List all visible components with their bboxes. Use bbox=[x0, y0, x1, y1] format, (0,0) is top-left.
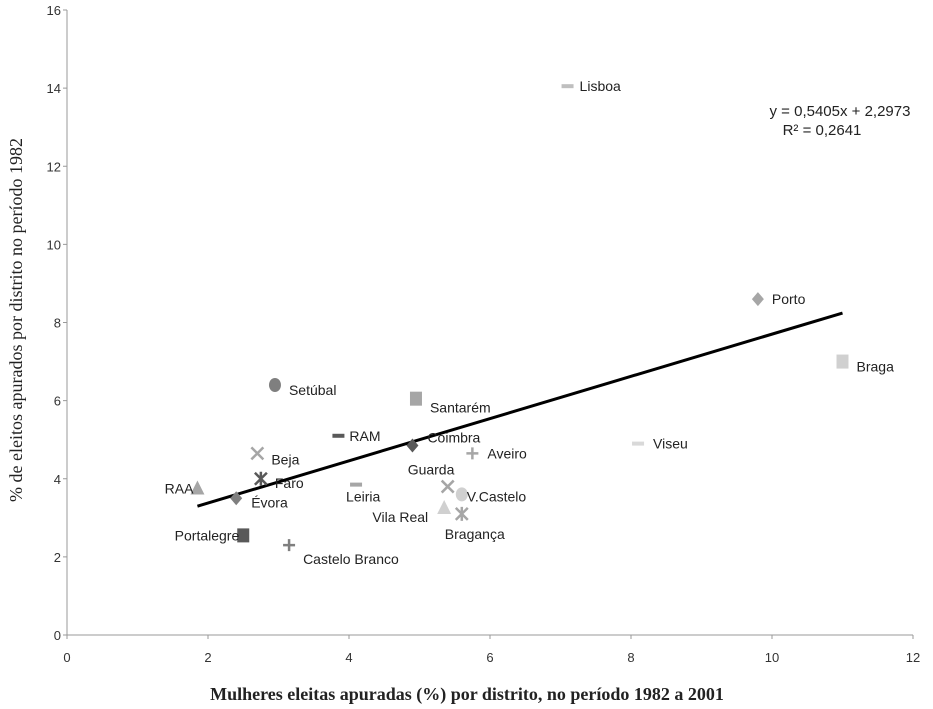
data-points bbox=[190, 84, 849, 552]
point-label: Bragança bbox=[445, 526, 505, 542]
point-label: Vila Real bbox=[372, 509, 428, 525]
y-tick-label: 8 bbox=[54, 316, 61, 331]
point-label: Portalegre bbox=[175, 527, 240, 543]
y-tick-label: 12 bbox=[47, 159, 61, 174]
point-label: Santarém bbox=[430, 400, 491, 416]
point-labels: Lisboa Porto Braga Setúbal Santarém RAM Coimbr… bbox=[165, 78, 894, 567]
y-tick-label: 4 bbox=[54, 472, 61, 487]
point-label: Porto bbox=[772, 291, 806, 307]
point-label: Beja bbox=[271, 451, 299, 467]
x-tick-label: 4 bbox=[345, 650, 352, 665]
point-label: Lisboa bbox=[580, 78, 621, 94]
y-tick-label: 10 bbox=[47, 237, 61, 252]
point-label: Guarda bbox=[408, 462, 455, 478]
point-label: Braga bbox=[857, 359, 895, 375]
marker-x bbox=[440, 479, 455, 494]
marker-diamond bbox=[406, 438, 419, 453]
marker-plus bbox=[283, 539, 296, 552]
marker-square bbox=[237, 528, 250, 543]
point-label: Faro bbox=[275, 475, 304, 491]
y-tick-label: 0 bbox=[54, 628, 61, 643]
marker-plus bbox=[466, 447, 479, 460]
point-label: RAA bbox=[165, 481, 194, 497]
marker-square bbox=[409, 391, 422, 406]
point-label: Aveiro bbox=[487, 445, 527, 461]
x-tick-label: 12 bbox=[906, 650, 920, 665]
x-tick-label: 8 bbox=[627, 650, 634, 665]
marker-star bbox=[454, 506, 469, 521]
x-tick-label: 10 bbox=[765, 650, 779, 665]
marker-triangle bbox=[437, 500, 452, 515]
marker-dash bbox=[632, 441, 645, 446]
marker-dash bbox=[332, 433, 345, 438]
marker-triangle bbox=[190, 480, 205, 495]
marker-square bbox=[836, 354, 849, 369]
point-label: Castelo Branco bbox=[303, 551, 399, 567]
x-axis-title: Mulheres eleitas apuradas (%) por distri… bbox=[210, 684, 724, 705]
y-tick-label: 14 bbox=[47, 81, 61, 96]
y-tick-label: 2 bbox=[54, 550, 61, 565]
marker-circle bbox=[455, 487, 468, 502]
trendline-equation: y = 0,5405x + 2,2973 bbox=[770, 103, 911, 120]
x-tick-label: 2 bbox=[204, 650, 211, 665]
marker-diamond bbox=[230, 491, 243, 506]
point-label: Coimbra bbox=[427, 430, 480, 446]
x-tick-label: 6 bbox=[486, 650, 493, 665]
marker-dash bbox=[350, 482, 363, 487]
marker-diamond bbox=[751, 292, 764, 307]
axes: 0 2 4 6 8 10 12 0 2 4 6 8 10 12 14 16 bbox=[47, 3, 921, 665]
point-label: V.Castelo bbox=[467, 488, 527, 504]
y-tick-label: 16 bbox=[47, 3, 61, 18]
point-label: Leiria bbox=[346, 489, 380, 505]
point-label: RAM bbox=[349, 428, 380, 444]
trendline-group bbox=[196, 311, 843, 508]
point-label: Évora bbox=[251, 494, 288, 510]
x-tick-label: 0 bbox=[63, 650, 70, 665]
y-tick-label: 6 bbox=[54, 394, 61, 409]
point-label: Setúbal bbox=[289, 382, 336, 398]
marker-circle bbox=[268, 378, 281, 392]
trendline bbox=[196, 311, 843, 508]
marker-dash bbox=[561, 84, 574, 89]
trendline-r2: R² = 0,2641 bbox=[783, 122, 862, 139]
marker-x bbox=[250, 446, 265, 461]
y-axis-title: % de eleitos apurados por distrito no pe… bbox=[6, 138, 26, 502]
point-label: Viseu bbox=[653, 436, 688, 452]
marker-star bbox=[253, 471, 268, 486]
